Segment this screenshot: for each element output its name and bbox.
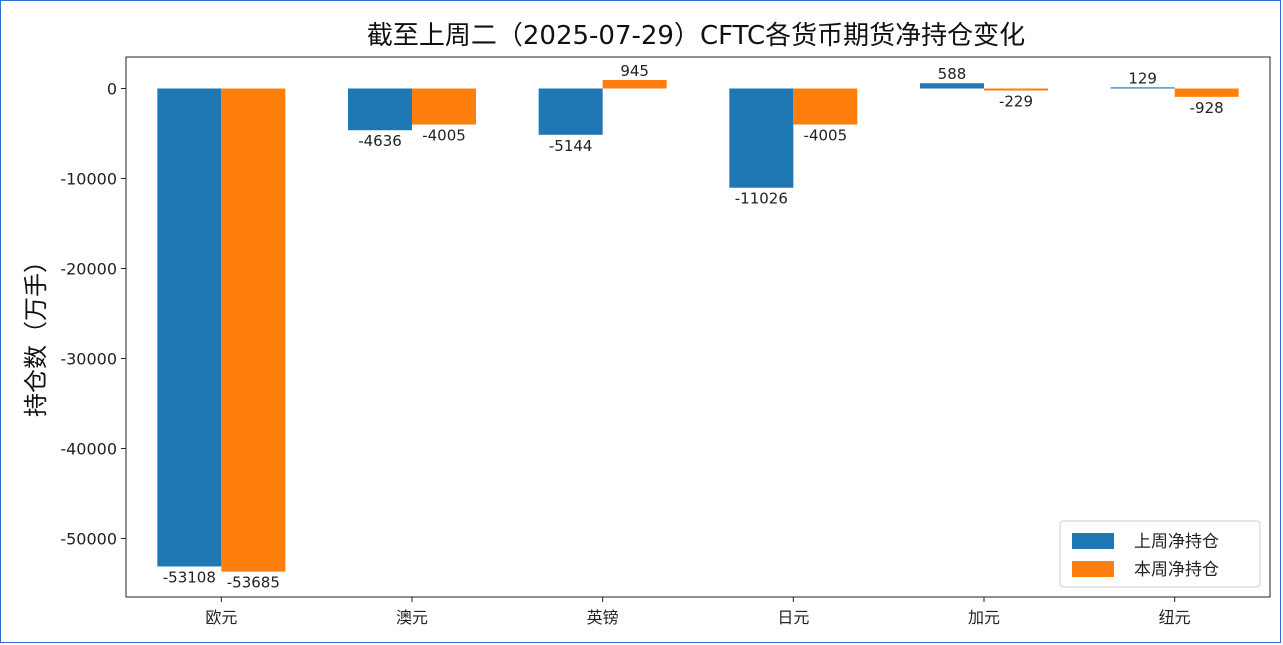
bar-last-week	[729, 88, 794, 188]
y-tick-label: -10000	[60, 170, 117, 189]
data-label: -4005	[804, 127, 848, 145]
bar-this-week	[602, 79, 667, 89]
chart-title: 截至上周二（2025-07-29）CFTC各货币期货净持仓变化	[367, 21, 1025, 51]
x-tick-label: 纽元	[1159, 608, 1191, 627]
data-label: -229	[999, 93, 1033, 111]
data-label: -11026	[735, 190, 788, 208]
y-axis-label: 持仓数（万手）	[22, 249, 50, 417]
bar-last-week	[1110, 87, 1175, 89]
x-tick-label: 英镑	[587, 608, 619, 627]
bar-last-week	[920, 83, 984, 89]
data-label: -4636	[358, 132, 402, 150]
data-label: 129	[1128, 69, 1157, 87]
y-tick-label: -50000	[60, 530, 117, 549]
data-label: -53685	[227, 574, 280, 592]
x-tick-label: 日元	[777, 608, 809, 627]
legend-swatch	[1072, 533, 1114, 549]
legend-label: 上周净持仓	[1134, 532, 1219, 552]
data-label: -4005	[422, 127, 466, 145]
y-tick-label: -20000	[60, 260, 117, 279]
bar-last-week	[348, 88, 412, 131]
bar-last-week	[538, 88, 603, 135]
y-tick-label: 0	[107, 80, 117, 99]
x-tick-label: 澳元	[396, 608, 428, 627]
bar-this-week	[412, 88, 476, 125]
bar-this-week	[793, 88, 858, 125]
legend-swatch	[1072, 561, 1114, 577]
x-tick-label: 加元	[968, 608, 1000, 627]
plot-area: 0-10000-20000-30000-40000-50000欧元-53108-…	[60, 56, 1271, 627]
y-tick-label: -30000	[60, 350, 117, 369]
bar-last-week	[157, 88, 222, 567]
axes-frame	[125, 56, 1271, 598]
data-label: -5144	[549, 137, 593, 155]
bar-this-week	[984, 88, 1048, 91]
y-tick-label: -40000	[60, 440, 117, 459]
bar-this-week	[1174, 88, 1239, 97]
bar-this-week	[221, 88, 286, 572]
data-label: -53108	[163, 568, 216, 586]
legend-label: 本周净持仓	[1134, 560, 1219, 580]
x-tick-label: 欧元	[205, 608, 237, 627]
data-label: 945	[620, 62, 649, 80]
data-label: 588	[938, 65, 967, 83]
data-label: -928	[1190, 99, 1224, 117]
